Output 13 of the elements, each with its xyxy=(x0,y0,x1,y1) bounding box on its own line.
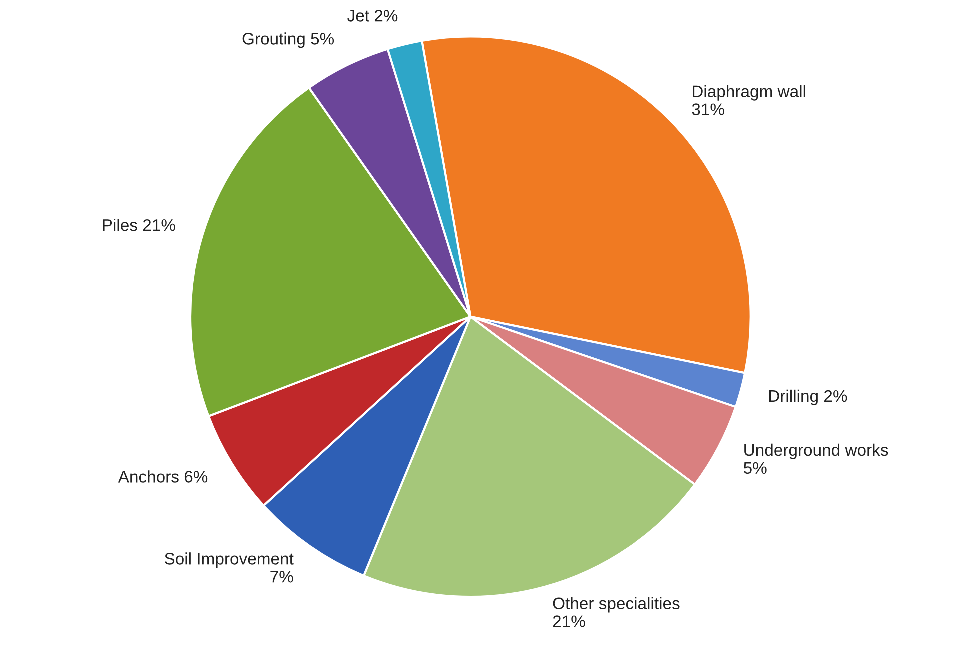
slice-label: Jet 2% xyxy=(348,10,398,22)
slice-label: Drilling 2% xyxy=(769,390,848,406)
slice-label: Diaphragm wall xyxy=(693,85,806,101)
slice-label: Anchors 6% xyxy=(118,470,208,483)
slice-label: Grouting 5% xyxy=(242,32,334,48)
slice-label: Underground works xyxy=(744,444,888,460)
data-label: 7% xyxy=(270,571,294,583)
data-label: 5% xyxy=(744,462,767,474)
slice-label: Piles 21% xyxy=(103,219,176,232)
slice-label: Soil Improvement xyxy=(165,552,294,568)
slice-label: Other specialities xyxy=(553,597,680,613)
data-label: 31% xyxy=(692,104,724,116)
data-label: 21% xyxy=(553,616,586,628)
